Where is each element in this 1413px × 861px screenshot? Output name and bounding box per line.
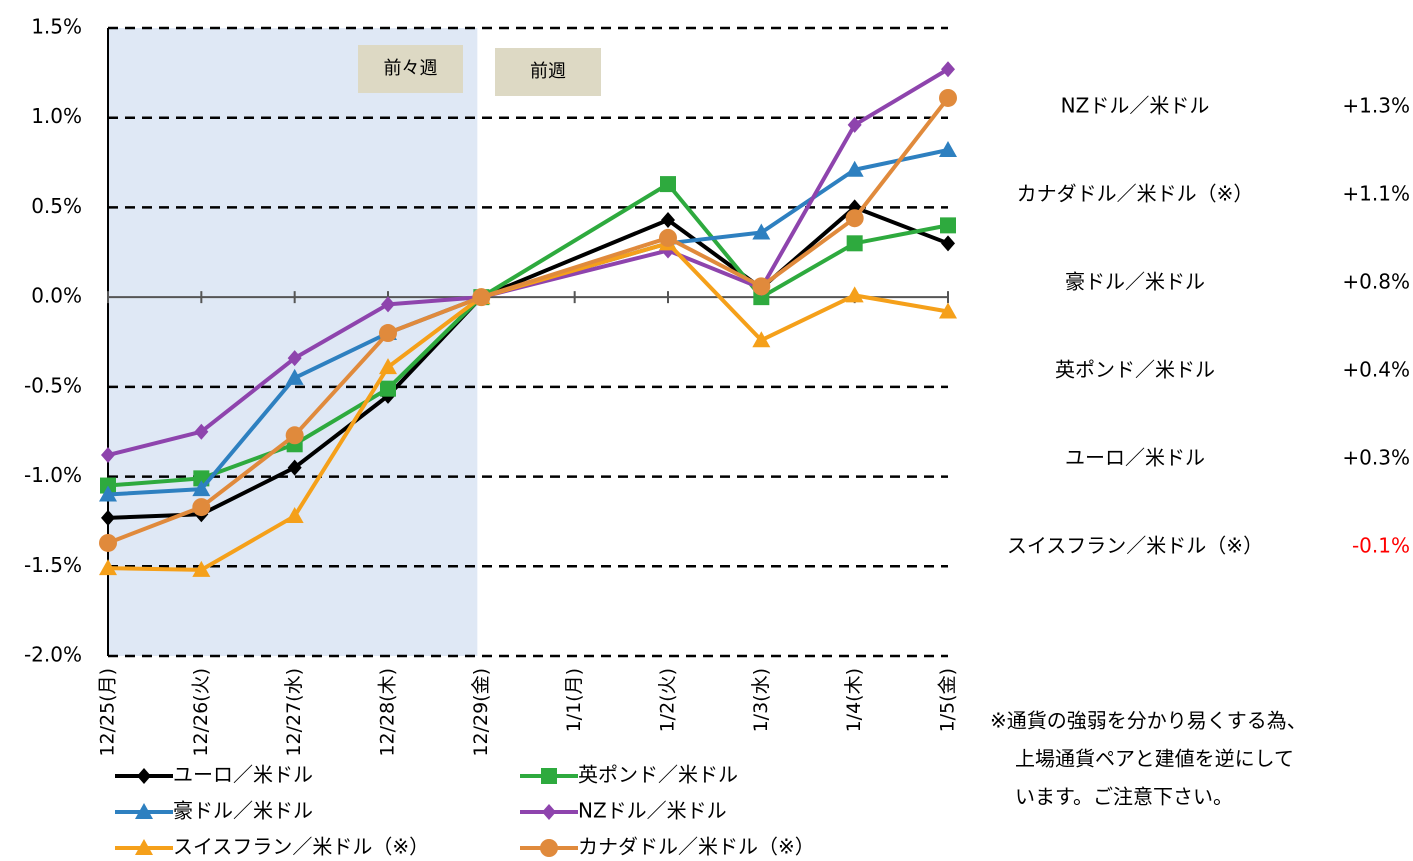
marker: [845, 160, 864, 177]
marker: [940, 217, 956, 234]
shaded-region: [108, 28, 478, 656]
marker: [752, 331, 771, 348]
gap-connector: [480, 236, 669, 300]
legend-marker: [135, 839, 153, 855]
y-tick-label: 0.0%: [31, 284, 82, 308]
marker: [99, 533, 117, 552]
legend-marker: [137, 768, 151, 784]
x-tick-label: 12/29(金): [470, 668, 492, 757]
x-tick-label: 12/25(月): [97, 668, 119, 757]
legend-marker: [135, 803, 153, 819]
x-tick-label: 1/5(金): [937, 668, 959, 732]
summary-value: +0.4%: [1342, 358, 1410, 382]
marker: [287, 350, 302, 367]
x-tick-label: 12/26(火): [190, 668, 212, 757]
x-tick-label: 1/4(木): [843, 668, 865, 732]
marker: [845, 209, 864, 228]
legend-label: カナダドル／米ドル（※）: [578, 835, 815, 859]
gap-connector: [480, 182, 670, 299]
y-tick-label: -1.5%: [24, 553, 82, 577]
gap-connector: [480, 218, 669, 299]
legend-marker: [542, 804, 556, 820]
summary-name: スイスフラン／米ドル（※）: [1007, 534, 1263, 558]
marker: [941, 235, 955, 252]
marker: [752, 277, 771, 296]
y-tick-label: -2.0%: [24, 643, 82, 667]
marker: [472, 288, 491, 307]
note-line: います。ご注意下さい。: [1015, 785, 1233, 809]
marker: [285, 507, 304, 524]
x-tick-label: 12/27(水): [283, 668, 305, 757]
x-tick-label: 1/2(火): [657, 668, 679, 732]
marker: [380, 380, 396, 397]
marker: [939, 302, 957, 319]
note-line: ※通貨の強弱を分かり易くする為、: [990, 709, 1307, 733]
summary-name: ユーロ／米ドル: [1065, 446, 1205, 470]
summary-name: 英ポンド／米ドル: [1055, 358, 1215, 382]
period-box: [358, 45, 463, 93]
marker: [287, 459, 302, 476]
y-tick-label: -1.0%: [24, 463, 82, 487]
marker: [99, 559, 117, 576]
marker: [660, 176, 676, 193]
marker: [192, 560, 211, 577]
marker: [379, 324, 397, 343]
y-tick-label: 1.5%: [31, 15, 82, 39]
summary-value: -0.1%: [1352, 534, 1410, 558]
legend-label: ユーロ／米ドル: [173, 763, 313, 787]
summary-name: 豪ドル／米ドル: [1065, 270, 1205, 294]
marker: [194, 423, 209, 440]
legend-label: 豪ドル／米ドル: [173, 799, 313, 823]
summary-value: +1.3%: [1342, 94, 1410, 118]
period-box: [495, 48, 601, 96]
marker: [939, 88, 957, 107]
marker: [939, 141, 957, 158]
legend-marker: [540, 839, 558, 857]
marker: [379, 358, 397, 375]
y-tick-label: 1.0%: [31, 104, 82, 128]
marker: [846, 235, 863, 252]
legend-label: 英ポンド／米ドル: [578, 763, 738, 787]
y-tick-label: 0.5%: [31, 194, 82, 218]
legend-marker: [541, 768, 557, 784]
summary-value: +1.1%: [1342, 182, 1410, 206]
summary-name: NZドル／米ドル: [1061, 94, 1210, 118]
marker: [845, 286, 864, 303]
x-tick-label: 1/1(月): [563, 668, 585, 732]
marker: [101, 447, 115, 464]
y-tick-label: -0.5%: [24, 373, 82, 397]
marker: [847, 116, 862, 133]
period-label: 前々週: [384, 58, 438, 79]
note-line: 上場通貨ペアと建値を逆にして: [1015, 747, 1294, 771]
marker: [659, 228, 677, 247]
legend-label: NZドル／米ドル: [578, 799, 727, 823]
marker: [101, 509, 115, 526]
summary-value: +0.8%: [1342, 270, 1410, 294]
period-label: 前週: [530, 61, 566, 82]
marker: [192, 480, 211, 497]
x-tick-label: 12/28(木): [377, 668, 399, 757]
marker: [752, 223, 771, 240]
marker: [941, 61, 955, 78]
summary-name: カナダドル／米ドル（※）: [1017, 182, 1254, 206]
marker: [381, 296, 395, 313]
marker: [661, 211, 675, 228]
marker: [192, 498, 211, 517]
legend-label: スイスフラン／米ドル（※）: [173, 835, 429, 859]
marker: [285, 368, 304, 385]
marker: [285, 426, 304, 445]
summary-value: +0.3%: [1342, 446, 1410, 470]
x-tick-label: 1/3(水): [750, 668, 772, 732]
marker: [99, 485, 117, 502]
